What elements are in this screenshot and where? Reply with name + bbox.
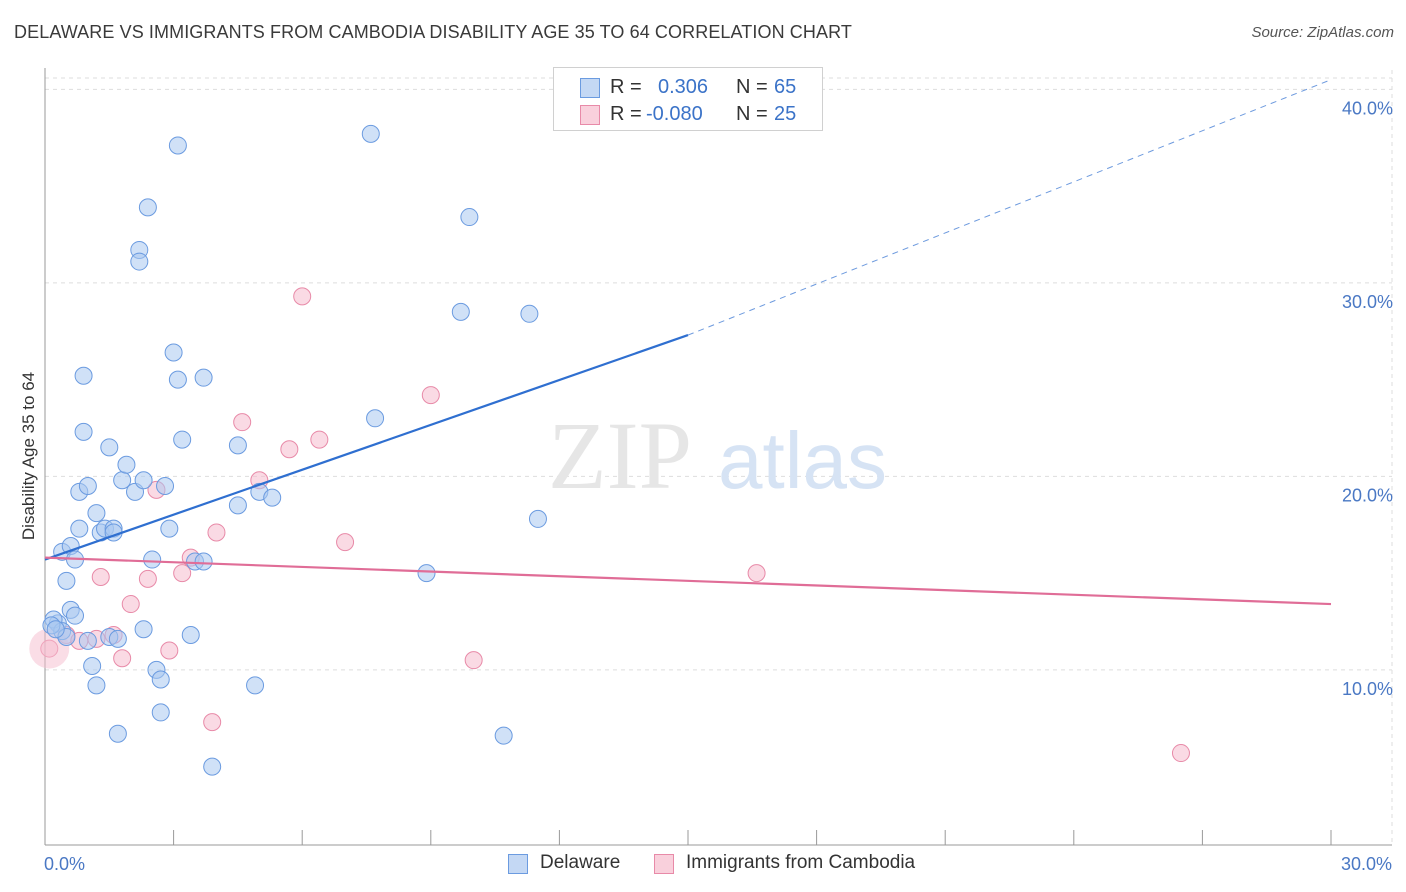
delaware-point bbox=[70, 519, 89, 538]
y-axis-label: Disability Age 35 to 64 bbox=[19, 372, 38, 540]
delaware-point bbox=[460, 208, 479, 227]
cambodia-point bbox=[160, 641, 179, 660]
delaware-point bbox=[87, 676, 106, 695]
legend-n-value: 25 bbox=[774, 103, 797, 125]
y-tick-label: 20.0% bbox=[1342, 485, 1393, 505]
delaware-point bbox=[66, 606, 85, 625]
cambodia-point bbox=[203, 713, 222, 732]
grid bbox=[45, 70, 1393, 844]
bottom-legend-swatch-delaware bbox=[508, 854, 528, 874]
legend-n-value: 65 bbox=[774, 76, 797, 98]
delaware-point bbox=[117, 455, 136, 474]
delaware-point bbox=[228, 436, 247, 455]
cambodia-point bbox=[1171, 744, 1190, 763]
cambodia-point bbox=[336, 533, 355, 552]
bottom-legend-label-cambodia: Immigrants from Cambodia bbox=[686, 852, 916, 873]
delaware-trend-line bbox=[44, 334, 689, 561]
delaware-point bbox=[57, 571, 76, 590]
delaware-trend-extension bbox=[687, 79, 1332, 336]
delaware-point bbox=[160, 519, 179, 538]
bottom-legend-swatch-cambodia bbox=[654, 854, 674, 874]
delaware-point bbox=[130, 252, 149, 271]
delaware-point bbox=[168, 136, 187, 155]
delaware-point bbox=[194, 368, 213, 387]
delaware-point bbox=[151, 670, 170, 689]
delaware-point bbox=[164, 343, 183, 362]
cambodia-point bbox=[113, 649, 132, 668]
y-tick-label: 40.0% bbox=[1342, 98, 1393, 118]
delaware-point bbox=[108, 629, 127, 648]
legend-r-value: 0.306 bbox=[658, 76, 709, 98]
y-tick-label: 10.0% bbox=[1342, 679, 1393, 699]
delaware-point bbox=[181, 626, 200, 645]
delaware-point bbox=[151, 703, 170, 722]
watermark-atlas: atlas bbox=[718, 416, 887, 505]
cambodia-point bbox=[233, 413, 252, 432]
delaware-point bbox=[263, 488, 282, 507]
cambodia-point bbox=[138, 569, 157, 588]
delaware-point bbox=[168, 370, 187, 389]
delaware-points bbox=[42, 124, 547, 776]
legend-r-label: R = bbox=[610, 103, 642, 125]
cambodia-trend-line bbox=[44, 556, 1332, 606]
delaware-point bbox=[74, 366, 93, 385]
delaware-point bbox=[138, 198, 157, 217]
axes: 10.0% 20.0% 30.0% 40.0% bbox=[44, 68, 1393, 846]
trend-lines bbox=[44, 79, 1332, 606]
delaware-point bbox=[520, 304, 539, 323]
delaware-point bbox=[78, 631, 97, 650]
delaware-point bbox=[417, 564, 436, 583]
delaware-point bbox=[74, 422, 93, 441]
delaware-point bbox=[203, 757, 222, 776]
delaware-point bbox=[528, 509, 547, 528]
x-tick-label-min: 0.0% bbox=[44, 854, 85, 874]
cambodia-point bbox=[293, 287, 312, 306]
source-label: Source: ZipAtlas.com bbox=[1251, 24, 1394, 41]
delaware-point bbox=[108, 724, 127, 743]
legend-row-cambodia: R = -0.080 N = 25 bbox=[554, 101, 822, 129]
legend-swatch-cambodia bbox=[580, 105, 600, 125]
y-tick-label: 30.0% bbox=[1342, 292, 1393, 312]
delaware-point bbox=[366, 409, 385, 428]
delaware-point bbox=[134, 620, 153, 639]
chart-title: DELAWARE VS IMMIGRANTS FROM CAMBODIA DIS… bbox=[14, 22, 852, 42]
watermark-zip: ZIP bbox=[548, 402, 692, 509]
delaware-point bbox=[173, 430, 192, 449]
cambodia-point bbox=[121, 595, 140, 614]
cambodia-point bbox=[310, 430, 329, 449]
delaware-point bbox=[87, 504, 106, 523]
delaware-point bbox=[494, 726, 513, 745]
cambodia-point bbox=[91, 567, 110, 586]
watermark: ZIP atlas bbox=[548, 402, 887, 509]
x-tick-label-max: 30.0% bbox=[1341, 854, 1392, 874]
delaware-point bbox=[134, 471, 153, 490]
delaware-point bbox=[451, 302, 470, 321]
cambodia-point bbox=[421, 386, 440, 405]
delaware-point bbox=[143, 550, 162, 569]
legend-r-label: R = bbox=[610, 76, 642, 98]
cambodia-point bbox=[747, 564, 766, 583]
delaware-point bbox=[83, 656, 102, 675]
cambodia-points bbox=[29, 287, 1190, 763]
legend-row-delaware: R = 0.306 N = 65 bbox=[554, 74, 822, 102]
cambodia-point bbox=[207, 523, 226, 542]
correlation-legend: R = 0.306 N = 65 R = -0.080 N = 25 bbox=[553, 67, 823, 131]
delaware-point bbox=[228, 496, 247, 515]
legend-r-value: -0.080 bbox=[646, 103, 703, 125]
cambodia-point bbox=[173, 564, 192, 583]
legend-n-label: N = bbox=[736, 103, 768, 125]
delaware-point bbox=[156, 477, 175, 496]
delaware-point bbox=[78, 477, 97, 496]
delaware-point bbox=[246, 676, 265, 695]
delaware-point bbox=[361, 124, 380, 143]
delaware-point bbox=[100, 438, 119, 457]
legend-n-label: N = bbox=[736, 76, 768, 98]
delaware-point bbox=[46, 620, 65, 639]
delaware-point bbox=[194, 552, 213, 571]
cambodia-point bbox=[280, 440, 299, 459]
bottom-legend-label-delaware: Delaware bbox=[540, 852, 621, 873]
legend-swatch-delaware bbox=[580, 78, 600, 98]
cambodia-point bbox=[464, 651, 483, 670]
